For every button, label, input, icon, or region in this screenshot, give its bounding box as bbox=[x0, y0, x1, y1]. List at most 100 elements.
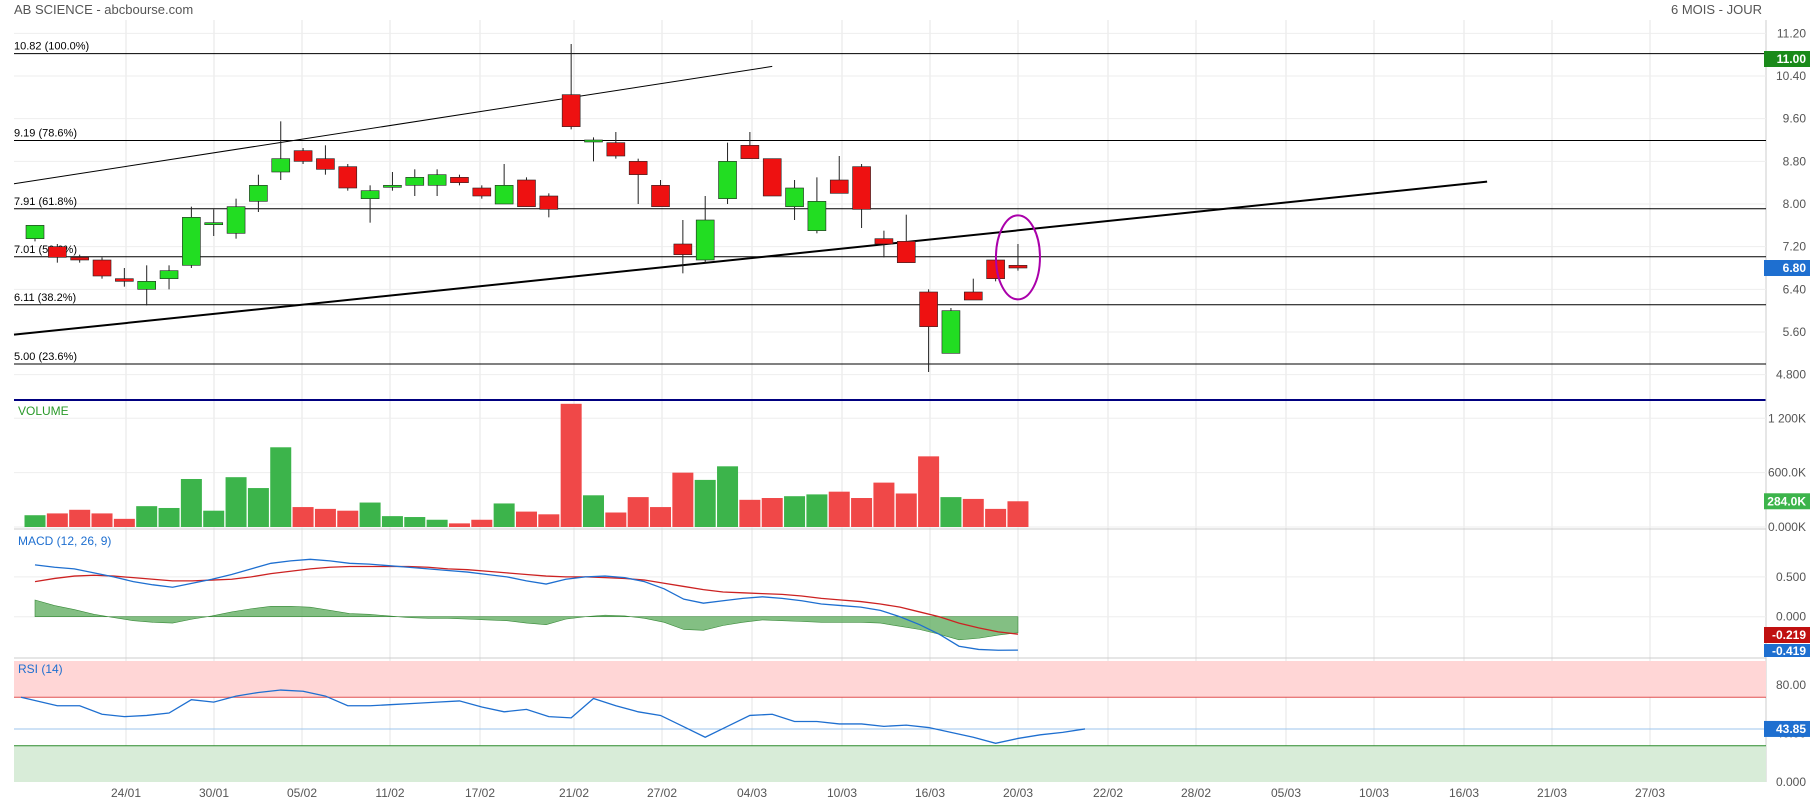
volume-bar bbox=[203, 510, 225, 527]
rsi-value: 43.85 bbox=[1776, 722, 1806, 736]
volume-bar bbox=[426, 519, 448, 527]
last-high-badge bbox=[1764, 51, 1810, 67]
x-tick-label: 16/03 bbox=[1449, 786, 1479, 800]
x-tick-label: 05/02 bbox=[287, 786, 317, 800]
x-tick-label: 27/02 bbox=[647, 786, 677, 800]
macd-tick-label: 0.500 bbox=[1776, 570, 1806, 584]
x-tick-label: 22/02 bbox=[1093, 786, 1123, 800]
candle-body bbox=[963, 291, 983, 301]
volume-bar bbox=[471, 519, 493, 527]
volume-bar bbox=[337, 510, 359, 527]
volume-bar bbox=[404, 517, 426, 527]
macd-signal-value: -0.219 bbox=[1772, 628, 1806, 642]
candle-body bbox=[48, 246, 67, 258]
candle-body bbox=[226, 206, 246, 234]
fibonacci-label: 9.19 (78.6%) bbox=[14, 128, 77, 140]
candle-body bbox=[70, 257, 89, 261]
volume-tick-label: 1 200K bbox=[1768, 411, 1806, 425]
rsi-line bbox=[20, 689, 1086, 744]
volume-bar bbox=[806, 494, 828, 527]
candle-body bbox=[249, 185, 268, 202]
price-tick-label: 9.60 bbox=[1783, 112, 1807, 126]
candle-body bbox=[874, 238, 894, 245]
candle-body bbox=[673, 243, 693, 255]
fibonacci-label: 10.82 (100.0%) bbox=[14, 41, 89, 53]
volume-bar bbox=[962, 498, 984, 527]
highlight-circle bbox=[994, 214, 1041, 301]
volume-bar bbox=[69, 509, 91, 527]
candle-body bbox=[785, 187, 804, 207]
last-volume-label: 284.0K bbox=[1767, 494, 1806, 508]
volume-bar bbox=[91, 513, 113, 527]
volume-bar bbox=[560, 403, 582, 527]
x-tick-label: 27/03 bbox=[1635, 786, 1665, 800]
volume-bar bbox=[515, 511, 537, 527]
x-tick-label: 10/03 bbox=[827, 786, 857, 800]
candle-body bbox=[807, 201, 827, 231]
candle-body bbox=[740, 145, 760, 159]
volume-bar bbox=[784, 496, 806, 527]
rsi-overbought-zone bbox=[14, 661, 1766, 698]
x-tick-label: 21/03 bbox=[1537, 786, 1567, 800]
rsi-tick-label: 0.000 bbox=[1776, 775, 1806, 789]
candle-body bbox=[494, 185, 514, 205]
macd-line bbox=[34, 558, 1018, 651]
x-tick-label: 20/03 bbox=[1003, 786, 1033, 800]
candle-body bbox=[584, 139, 603, 143]
candle-body bbox=[561, 94, 581, 127]
macd-value-badge bbox=[1764, 644, 1810, 657]
rsi-oversold-zone bbox=[14, 745, 1766, 782]
x-tick-label: 30/01 bbox=[199, 786, 229, 800]
volume-bar bbox=[605, 512, 627, 527]
candle-body bbox=[852, 166, 871, 210]
macd-histogram-area bbox=[34, 599, 1019, 641]
candle-body bbox=[919, 291, 938, 327]
volume-bar bbox=[828, 491, 850, 527]
volume-bar bbox=[24, 515, 46, 527]
macd-signal-line bbox=[34, 565, 1019, 635]
candle-body bbox=[338, 166, 358, 189]
last-volume-badge bbox=[1764, 493, 1810, 510]
candle-body bbox=[1008, 265, 1028, 269]
volume-bar bbox=[46, 513, 68, 527]
candle-body bbox=[695, 219, 715, 261]
period-label: 6 MOIS - JOUR bbox=[1670, 2, 1762, 17]
macd-signal-badge bbox=[1764, 627, 1810, 643]
trendline bbox=[13, 65, 773, 185]
candle-body bbox=[360, 190, 380, 199]
last-high-label: 11.00 bbox=[1777, 52, 1807, 66]
candle-body bbox=[427, 174, 447, 186]
volume-bar bbox=[381, 516, 403, 527]
volume-bar bbox=[672, 472, 694, 527]
trendline bbox=[13, 180, 1488, 336]
volume-bar bbox=[650, 507, 672, 527]
candle-body bbox=[606, 142, 626, 157]
price-tick-label: 8.80 bbox=[1783, 154, 1807, 168]
volume-bar bbox=[448, 523, 470, 527]
candle-body bbox=[539, 195, 559, 210]
candle-body bbox=[651, 185, 670, 207]
candle-body bbox=[383, 185, 402, 188]
volume-bar bbox=[180, 478, 202, 527]
volume-bar bbox=[247, 488, 269, 527]
price-tick-label: 10.40 bbox=[1776, 69, 1806, 83]
rsi-tick-label: 80.00 bbox=[1776, 678, 1806, 692]
volume-bar bbox=[918, 456, 940, 527]
volume-bar bbox=[158, 507, 180, 527]
x-tick-label: 04/03 bbox=[737, 786, 767, 800]
volume-bar bbox=[113, 518, 135, 527]
rsi-value-badge bbox=[1764, 720, 1810, 737]
fibonacci-label: 5.00 (23.6%) bbox=[14, 351, 77, 363]
candle-body bbox=[271, 158, 291, 173]
volume-tick-label: 600.0K bbox=[1768, 466, 1806, 480]
volume-bar bbox=[851, 498, 873, 527]
candle-body bbox=[450, 177, 469, 183]
x-tick-label: 24/01 bbox=[111, 786, 141, 800]
price-tick-label: 7.20 bbox=[1783, 240, 1807, 254]
candle-body bbox=[204, 222, 224, 225]
x-tick-label: 16/03 bbox=[915, 786, 945, 800]
candle-body bbox=[293, 150, 313, 162]
candle-body bbox=[941, 310, 961, 354]
